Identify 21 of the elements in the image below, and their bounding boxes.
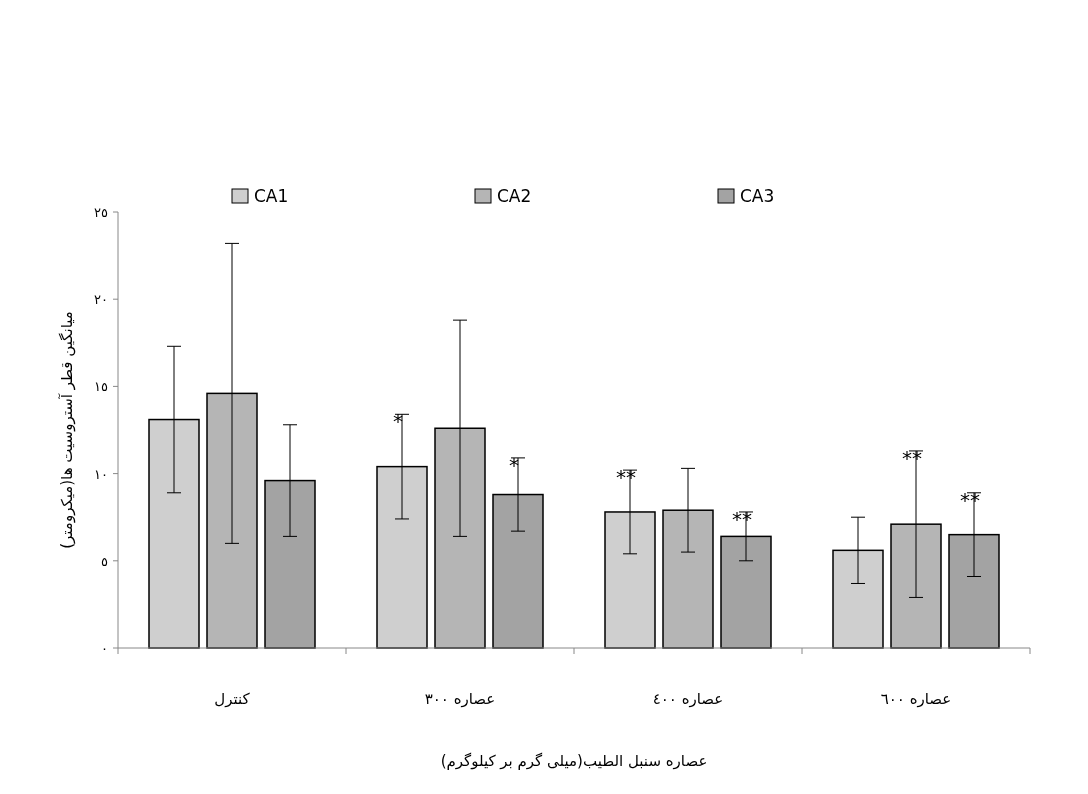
- annotation: *: [393, 409, 403, 434]
- y-tick-label: ٢٥: [94, 205, 109, 220]
- y-tick-label: ١٠: [94, 466, 108, 482]
- x-tick-label: عصاره ۳۰۰: [424, 690, 496, 708]
- annotation: **: [902, 445, 922, 470]
- x-tick-label: عصاره ٤٠٠: [652, 690, 724, 708]
- y-tick-label: ١٥: [94, 379, 109, 395]
- annotation: *: [509, 452, 519, 477]
- y-tick-label: ٥: [101, 553, 109, 569]
- y-tick-label: ٠: [101, 641, 108, 656]
- annotation: **: [732, 506, 752, 531]
- x-axis-title: عصاره سنبل الطیب(میلی گرم بر کیلوگرم): [440, 752, 708, 770]
- x-tick-label: عصاره ٦٠٠: [880, 690, 952, 708]
- annotation: **: [960, 487, 980, 512]
- y-axis-title: میانگین قطر آستروسیت ها(میکرومتر): [58, 311, 76, 549]
- legend-label: CA1: [254, 186, 289, 206]
- y-tick-label: ٢٠: [94, 292, 108, 308]
- annotation: **: [616, 465, 636, 490]
- legend-label: CA2: [497, 186, 532, 206]
- x-tick-label: کنترل: [214, 690, 251, 708]
- legend-label: CA3: [740, 186, 775, 206]
